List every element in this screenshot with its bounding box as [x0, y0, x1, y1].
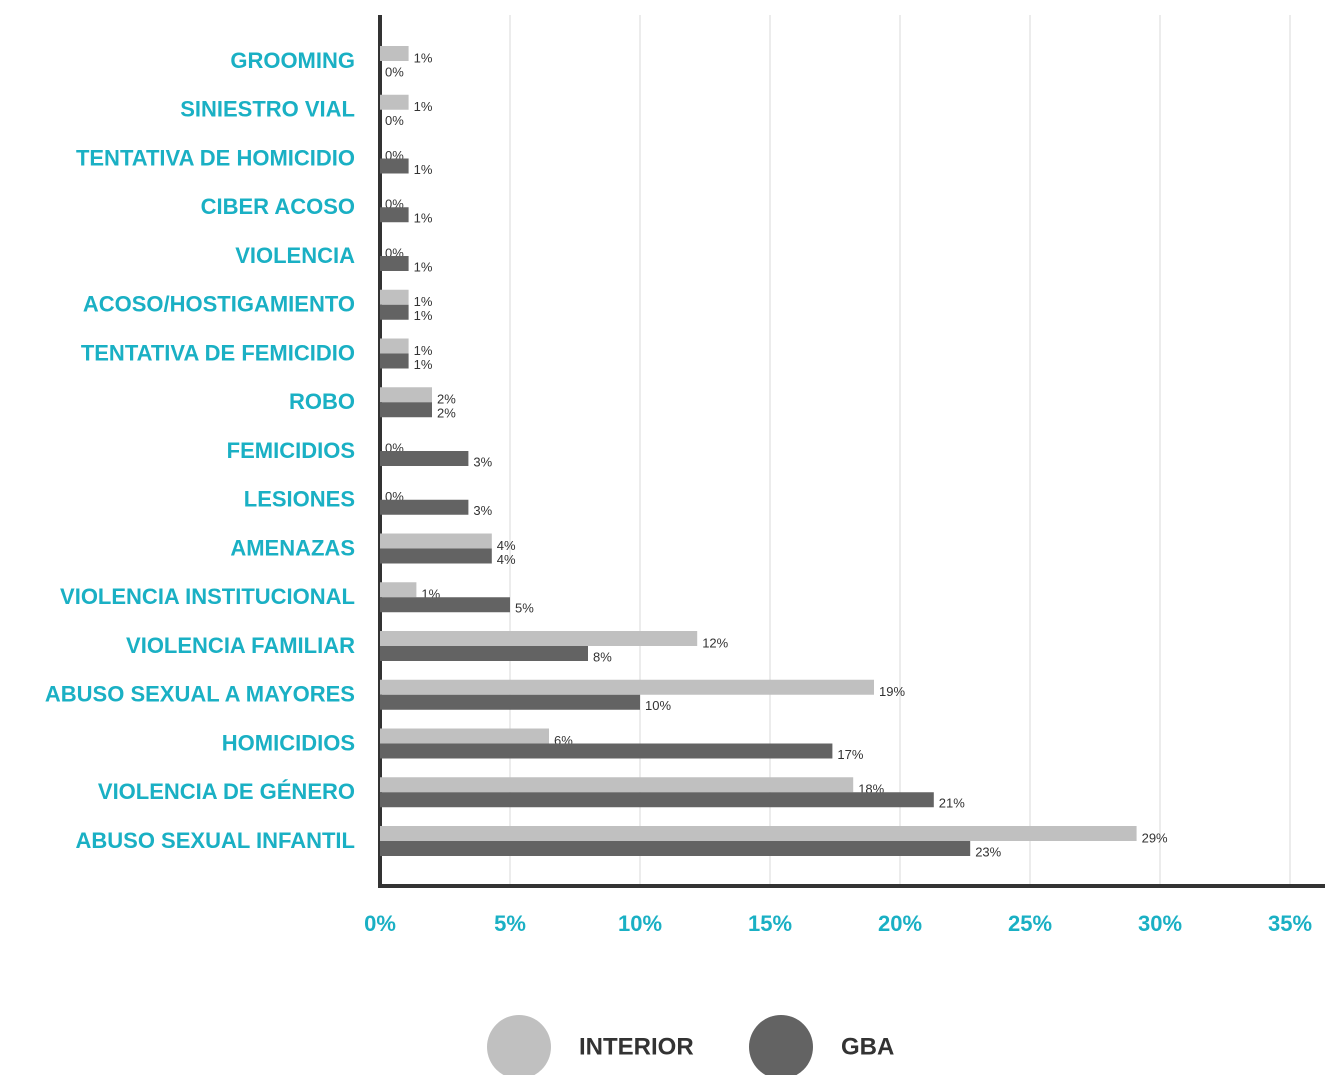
bar: [380, 207, 409, 223]
bar: [380, 289, 409, 305]
value-label: 1%: [414, 50, 433, 65]
bar: [380, 533, 492, 549]
bar: [380, 338, 409, 354]
value-label: 3%: [473, 454, 492, 469]
x-tick-label: 30%: [1138, 911, 1182, 936]
value-label: 10%: [645, 698, 671, 713]
category-label: TENTATIVA DE FEMICIDIO: [81, 340, 355, 365]
value-label: 1%: [414, 99, 433, 114]
category-label: LESIONES: [244, 487, 355, 512]
x-tick-label: 5%: [494, 911, 526, 936]
category-label: GROOMING: [230, 48, 355, 73]
value-label: 0%: [385, 113, 404, 128]
bar: [380, 777, 854, 793]
legend-label: INTERIOR: [579, 1033, 694, 1060]
value-label: 1%: [414, 162, 433, 177]
bar: [380, 646, 588, 661]
x-tick-label: 10%: [618, 911, 662, 936]
value-label: 0%: [385, 64, 404, 79]
category-label: FEMICIDIOS: [227, 438, 355, 463]
legend-swatch: [749, 1015, 813, 1075]
value-label: 2%: [437, 406, 456, 421]
bar: [380, 353, 409, 369]
x-tick-label: 15%: [748, 911, 792, 936]
bar: [380, 548, 492, 564]
bar: [380, 826, 1137, 841]
category-label: VIOLENCIA INSTITUCIONAL: [60, 584, 355, 609]
x-tick-label: 25%: [1008, 911, 1052, 936]
value-label: 4%: [497, 538, 516, 553]
value-label: 8%: [593, 649, 612, 664]
value-label: 1%: [414, 357, 433, 372]
x-tick-label: 20%: [878, 911, 922, 936]
category-label: ABUSO SEXUAL INFANTIL: [75, 828, 355, 853]
category-label: ACOSO/HOSTIGAMIENTO: [83, 292, 355, 317]
category-label: CIBER ACOSO: [201, 194, 355, 219]
value-label: 1%: [414, 294, 433, 309]
bar: [380, 728, 549, 744]
bar: [380, 792, 934, 808]
value-label: 1%: [414, 259, 433, 274]
bar: [380, 597, 510, 613]
bar: [380, 451, 469, 466]
value-label: 4%: [497, 552, 516, 567]
value-label: 2%: [437, 392, 456, 407]
value-label: 3%: [473, 503, 492, 518]
bar: [380, 387, 432, 403]
bar: [380, 743, 833, 759]
bar: [380, 46, 409, 61]
bar: [380, 304, 409, 320]
x-tick-label: 0%: [364, 911, 396, 936]
category-label: HOMICIDIOS: [222, 730, 355, 755]
x-tick-label: 35%: [1268, 911, 1312, 936]
value-label: 19%: [879, 684, 905, 699]
category-label: VIOLENCIA: [235, 243, 355, 268]
category-label: ABUSO SEXUAL A MAYORES: [45, 682, 355, 707]
value-label: 1%: [414, 308, 433, 323]
bar: [380, 94, 409, 110]
bar: [380, 631, 698, 646]
bar: [380, 256, 409, 271]
value-label: 1%: [414, 343, 433, 358]
category-label: VIOLENCIA DE GÉNERO: [98, 779, 355, 804]
value-label: 5%: [515, 601, 534, 616]
category-label: AMENAZAS: [230, 535, 355, 560]
category-label: TENTATIVA DE HOMICIDIO: [76, 145, 355, 170]
category-label: SINIESTRO VIAL: [180, 97, 355, 122]
bar: [380, 841, 971, 856]
value-label: 23%: [975, 844, 1001, 859]
bar: [380, 402, 432, 418]
bar: [380, 679, 874, 695]
legend-label: GBA: [841, 1033, 894, 1060]
category-label: VIOLENCIA FAMILIAR: [126, 633, 355, 658]
value-label: 1%: [414, 211, 433, 226]
bar: [380, 158, 409, 174]
value-label: 17%: [837, 747, 863, 762]
value-label: 12%: [702, 635, 728, 650]
bar: [380, 694, 640, 710]
bar: [380, 499, 469, 515]
legend-swatch: [487, 1015, 551, 1075]
value-label: 29%: [1142, 830, 1168, 845]
category-label: ROBO: [289, 389, 355, 414]
value-label: 21%: [939, 796, 965, 811]
bar: [380, 582, 417, 598]
